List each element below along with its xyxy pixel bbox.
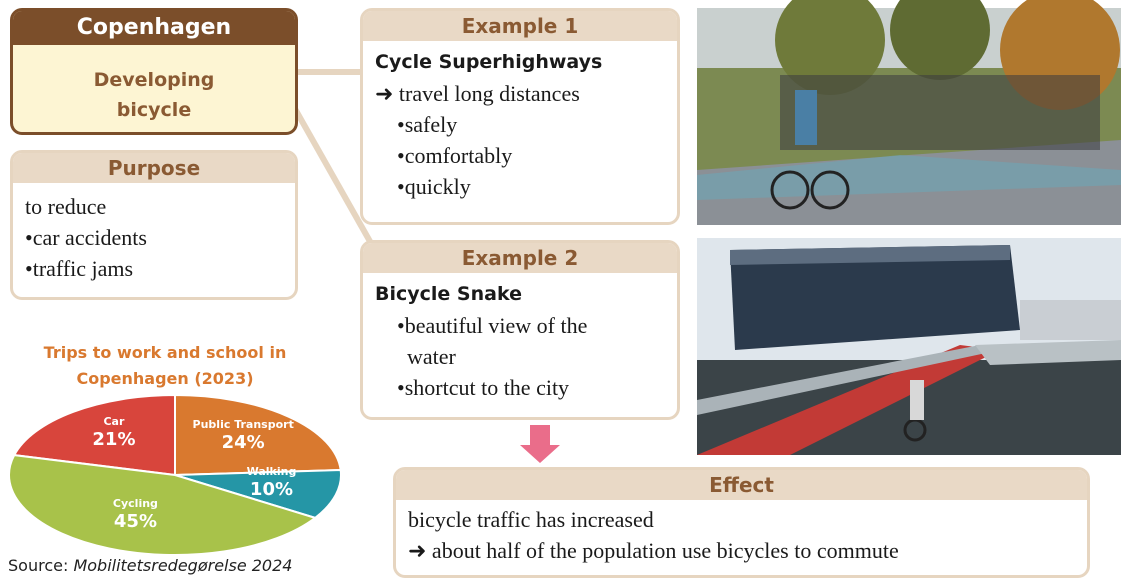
page: Car21% Public Transport24% Walking10% Cycli… — [0, 0, 1121, 584]
example2-name: Bicycle Snake — [375, 279, 665, 310]
effect-body: bicycle traffic has increased ➜ about ha… — [396, 500, 1087, 572]
chart-title: Trips to work and school in Copenhagen (… — [35, 340, 295, 392]
example1-line: •comfortably — [375, 140, 665, 171]
source: Source: Mobilitetsredegørelse 2024 — [8, 556, 292, 575]
main-box: Copenhagen Developing bicycle infrastruc… — [10, 8, 298, 135]
main-title: Copenhagen — [13, 11, 295, 45]
main-subtitle: Developing bicycle infrastructure — [13, 45, 295, 135]
example1-line: ➜ travel long distances — [375, 78, 665, 109]
example1-body: Cycle Superhighways ➜ travel long distan… — [363, 41, 677, 208]
effect-box: Effect bicycle traffic has increased ➜ a… — [393, 467, 1090, 578]
slice-label: Cycling — [113, 497, 158, 510]
effect-title: Effect — [396, 470, 1087, 500]
purpose-intro: to reduce — [25, 191, 283, 222]
arrow-down — [520, 425, 560, 463]
example2-line: •beautiful view of the water — [375, 310, 665, 372]
effect-line: ➜ about half of the population use bicyc… — [408, 535, 1075, 566]
example1-box: Example 1 Cycle Superhighways ➜ travel l… — [360, 8, 680, 225]
purpose-item: •car accidents — [25, 222, 283, 253]
source-name: Mobilitetsredegørelse 2024 — [73, 556, 292, 575]
example1-title: Example 1 — [363, 11, 677, 41]
photo-cyclists — [697, 0, 1121, 225]
example2-title: Example 2 — [363, 243, 677, 273]
example2-box: Example 2 Bicycle Snake •beautiful view … — [360, 240, 680, 420]
purpose-box: Purpose to reduce •car accidents •traffi… — [10, 150, 298, 300]
slice-value: 21% — [92, 429, 135, 450]
example1-name: Cycle Superhighways — [375, 47, 665, 78]
purpose-body: to reduce •car accidents •traffic jams — [13, 183, 295, 290]
slice-value: 10% — [250, 479, 293, 500]
slice-label: Car — [103, 415, 124, 428]
purpose-title: Purpose — [13, 153, 295, 183]
photo-bicycle-snake — [697, 238, 1121, 455]
slice-value: 45% — [114, 511, 157, 532]
example1-line: •safely — [375, 109, 665, 140]
example2-body: Bicycle Snake •beautiful view of the wat… — [363, 273, 677, 409]
source-label: Source: — [8, 556, 68, 575]
purpose-item: •traffic jams — [25, 253, 283, 284]
example1-line: •quickly — [375, 171, 665, 202]
slice-label: Walking — [247, 465, 297, 478]
example2-line: •shortcut to the city — [375, 372, 665, 403]
effect-line: bicycle traffic has increased — [408, 504, 1075, 535]
slice-label: Public Transport — [193, 418, 294, 431]
slice-value: 24% — [222, 432, 265, 453]
